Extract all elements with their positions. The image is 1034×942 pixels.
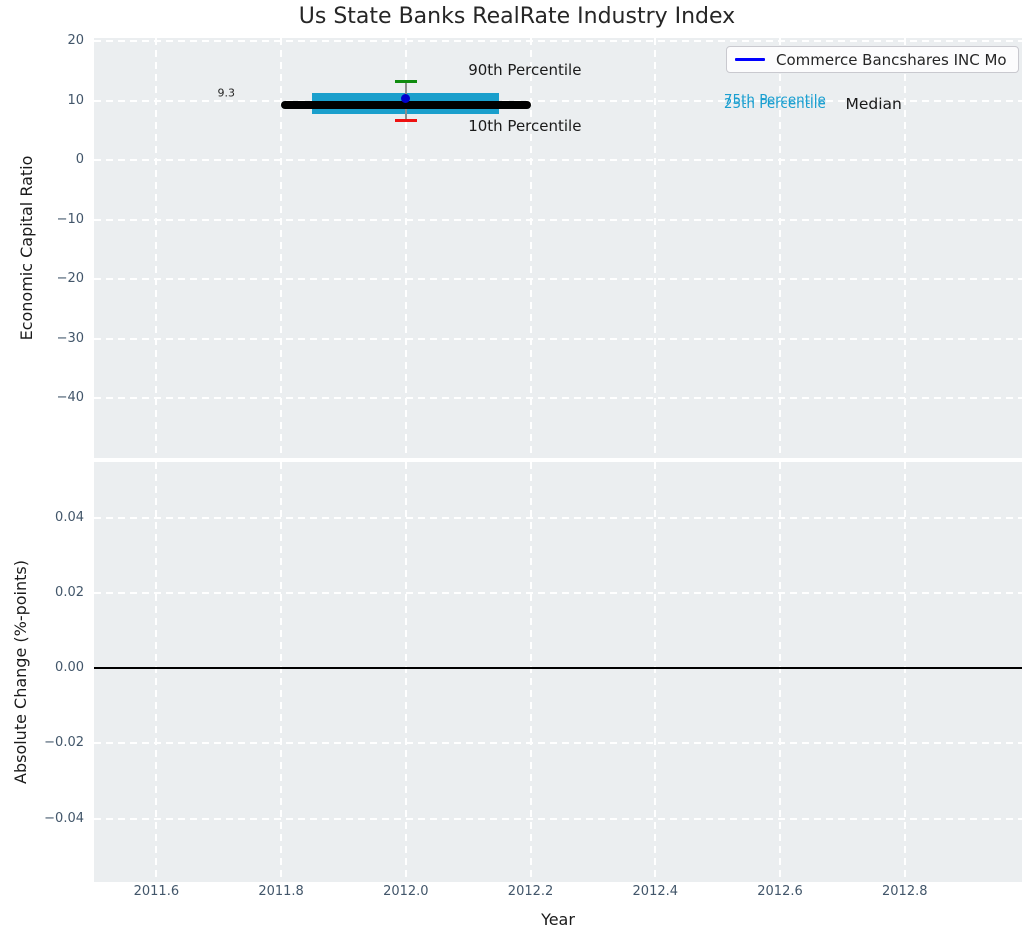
x-tick-label: 2011.8 (258, 884, 304, 899)
y-tick-label: −40 (56, 390, 84, 406)
x-tick-label: 2012.6 (757, 884, 803, 899)
vertical-gridline (779, 462, 782, 882)
vertical-gridline (529, 462, 532, 882)
vertical-gridline (779, 38, 782, 458)
y-tick-label: 0.02 (55, 585, 84, 601)
vertical-gridline (903, 462, 906, 882)
vertical-gridline (404, 38, 407, 458)
y-tick-label: 0 (75, 152, 84, 168)
x-tick-label: 2011.6 (133, 884, 180, 899)
horizontal-gridline (94, 39, 1022, 42)
x-tick-label: 2012.4 (632, 884, 679, 899)
legend[interactable]: Commerce Bancshares INC Mo (726, 46, 1019, 73)
y-tick-label: −0.04 (44, 810, 84, 826)
vertical-gridline (280, 462, 283, 882)
company-point[interactable] (401, 94, 411, 104)
annotation-25th-percentile: 25th Percentile (723, 96, 826, 113)
vertical-gridline (654, 462, 657, 882)
y-tick-label: 0.00 (55, 660, 84, 676)
y-tick-label: −20 (56, 271, 84, 287)
vertical-gridline (155, 38, 158, 458)
horizontal-gridline (94, 397, 1022, 400)
y-tick-label: 10 (67, 92, 84, 108)
top-plot-area (94, 38, 1022, 458)
horizontal-gridline (94, 99, 1022, 102)
vertical-gridline (404, 462, 407, 882)
annotation-90th-percentile: 90th Percentile (468, 60, 582, 79)
horizontal-gridline (94, 337, 1022, 340)
annotation-median: Median (845, 94, 902, 113)
vertical-gridline (280, 38, 283, 458)
zero-line (94, 667, 1022, 670)
horizontal-gridline (94, 516, 1022, 519)
horizontal-gridline (94, 159, 1022, 162)
x-axis-label: Year (541, 910, 575, 929)
x-tick-label: 2012.8 (882, 884, 928, 899)
horizontal-gridline (94, 278, 1022, 281)
annotation-9-3: 9.3 (217, 86, 235, 100)
horizontal-gridline (94, 817, 1022, 820)
vertical-gridline (654, 38, 657, 458)
y-tick-label: 20 (67, 32, 84, 48)
annotation-75th-percentile: 75th Percentile (723, 92, 826, 109)
horizontal-gridline (94, 592, 1022, 595)
x-tick-label: 2012.0 (383, 884, 429, 899)
p10-cap (394, 118, 417, 122)
vertical-gridline (155, 462, 158, 882)
legend-label: Commerce Bancshares INC Mo (776, 50, 1007, 69)
legend-line-sample (735, 58, 765, 61)
horizontal-gridline (94, 218, 1022, 221)
vertical-gridline (529, 38, 532, 458)
y-tick-label: −30 (56, 330, 84, 346)
p90-cap (394, 79, 417, 83)
median-line (281, 100, 531, 109)
horizontal-gridline (94, 742, 1022, 745)
y-tick-label: 0.04 (55, 509, 84, 525)
y-tick-label: −0.02 (44, 735, 84, 751)
annotation-10th-percentile: 10th Percentile (468, 117, 582, 136)
vertical-gridline (903, 38, 906, 458)
bottom-plot-area (94, 462, 1022, 882)
x-tick-label: 2012.2 (507, 884, 554, 899)
chart-title: Us State Banks RealRate Industry Index (298, 4, 736, 29)
y-tick-label: −10 (56, 211, 84, 227)
